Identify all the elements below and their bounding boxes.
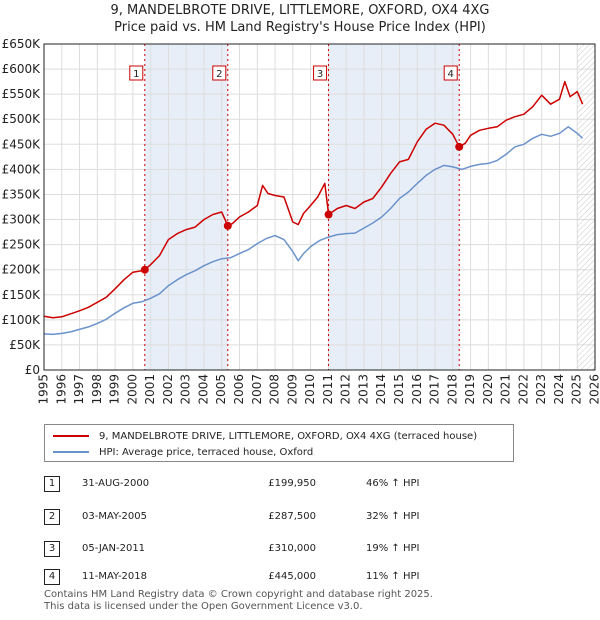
x-tick-label: 2016: [410, 374, 424, 405]
y-tick-label: £500K: [2, 112, 42, 126]
transaction-row: 2 03-MAY-2005 £287,500 32% ↑ HPI: [44, 505, 564, 529]
y-tick-label: £450K: [2, 137, 42, 151]
x-tick-label: 1997: [72, 374, 86, 405]
y-tick-label: £50K: [9, 338, 41, 352]
x-tick-label: 1998: [90, 374, 104, 405]
transaction-date: 05-JAN-2011: [82, 543, 146, 554]
plot-frame: [43, 43, 596, 371]
sale-marker-box: [129, 65, 144, 81]
transaction-date: 03-MAY-2005: [82, 511, 148, 522]
x-tick-label: 1995: [37, 374, 51, 405]
x-tick-label: 2006: [232, 374, 246, 405]
y-tick-label: £600K: [2, 62, 42, 76]
y-tick-label: £150K: [2, 288, 42, 302]
chart-legend: 9, MANDELBROTE DRIVE, LITTLEMORE, OXFORD…: [44, 424, 514, 462]
sale-point: [455, 142, 464, 151]
sale-point: [140, 265, 149, 274]
sale-point: [324, 210, 333, 219]
transaction-date: 11-MAY-2018: [82, 571, 148, 582]
x-tick-label: 2020: [481, 374, 495, 405]
y-tick-label: £250K: [2, 238, 42, 252]
transaction-row: 1 31-AUG-2000 £199,950 46% ↑ HPI: [44, 472, 564, 496]
y-tick-label: £350K: [2, 187, 42, 201]
y-tick-label: £100K: [2, 313, 42, 327]
x-tick-label: 2025: [570, 374, 584, 405]
legend-swatch-blue: [53, 451, 89, 453]
x-tick-label: 2014: [374, 374, 388, 405]
x-tick-label: 2017: [428, 374, 442, 405]
transaction-hpi: 19% ↑ HPI: [366, 543, 420, 554]
y-tick-label: £200K: [2, 263, 42, 277]
transaction-price: £310,000: [268, 543, 316, 554]
x-tick-label: 1996: [54, 374, 68, 405]
y-tick-label: £650K: [2, 37, 42, 51]
footer-copyright: Contains HM Land Registry data © Crown c…: [44, 589, 433, 600]
x-tick-label: 2021: [499, 374, 513, 405]
transaction-number: 4: [44, 569, 60, 585]
y-tick-label: £0: [25, 363, 40, 377]
legend-label-hpi: HPI: Average price, terraced house, Oxfo…: [99, 446, 314, 458]
sale-marker-label: 1: [133, 69, 139, 80]
x-tick-label: 2008: [268, 374, 282, 405]
sale-marker-box: [443, 65, 458, 81]
y-tick-label: £300K: [2, 213, 42, 227]
chart-subtitle: Price paid vs. HM Land Registry's House …: [114, 20, 486, 35]
x-tick-label: 2019: [463, 374, 477, 405]
x-tick-label: 2011: [321, 374, 335, 405]
x-tick-label: 2010: [303, 374, 317, 405]
x-tick-label: 2004: [196, 374, 210, 405]
price-chart: 9, MANDELBROTE DRIVE, LITTLEMORE, OXFORD…: [2, 3, 600, 405]
sale-point: [223, 221, 232, 230]
legend-item-hpi: HPI: Average price, terraced house, Oxfo…: [53, 444, 313, 460]
transaction-row: 3 05-JAN-2011 £310,000 19% ↑ HPI: [44, 537, 564, 561]
x-tick-label: 2000: [125, 374, 139, 405]
legend-swatch-red: [53, 435, 89, 437]
footer-licence: This data is licensed under the Open Gov…: [44, 601, 363, 612]
transaction-hpi: 46% ↑ HPI: [366, 478, 420, 489]
x-tick-label: 2018: [445, 374, 459, 405]
x-tick-label: 2005: [214, 374, 228, 405]
transaction-date: 31-AUG-2000: [82, 478, 150, 489]
x-tick-label: 2003: [179, 374, 193, 405]
ownership-period-band: [328, 44, 460, 370]
sale-marker-label: 4: [448, 69, 454, 80]
x-tick-label: 2012: [339, 374, 353, 405]
property-series-line: [43, 80, 584, 319]
transaction-row: 4 11-MAY-2018 £445,000 11% ↑ HPI: [44, 565, 564, 589]
chart-title: 9, MANDELBROTE DRIVE, LITTLEMORE, OXFORD…: [111, 3, 490, 18]
x-tick-label: 2009: [285, 374, 299, 405]
transaction-number: 2: [44, 509, 60, 525]
y-tick-label: £550K: [2, 87, 42, 101]
x-tick-label: 2022: [516, 374, 530, 405]
footer: Contains HM Land Registry data © Crown c…: [44, 589, 433, 613]
x-tick-label: 1999: [108, 374, 122, 405]
x-tick-label: 2002: [161, 374, 175, 405]
transaction-price: £287,500: [268, 511, 316, 522]
x-tick-label: 2026: [588, 374, 600, 405]
hpi-series-line: [43, 126, 584, 336]
x-tick-label: 2023: [534, 374, 548, 405]
transaction-price: £445,000: [268, 571, 316, 582]
sale-marker-box: [212, 65, 227, 81]
sale-marker-box: [313, 65, 328, 81]
transaction-number: 3: [44, 541, 60, 557]
legend-item-property: 9, MANDELBROTE DRIVE, LITTLEMORE, OXFORD…: [53, 428, 477, 444]
transaction-hpi: 11% ↑ HPI: [366, 571, 420, 582]
x-tick-label: 2013: [356, 374, 370, 405]
y-tick-label: £400K: [2, 162, 42, 176]
transaction-number: 1: [44, 476, 60, 492]
x-tick-label: 2007: [250, 374, 264, 405]
x-tick-label: 2024: [552, 374, 566, 405]
sale-marker-label: 2: [216, 69, 222, 80]
hatched-region: [577, 44, 595, 370]
transaction-price: £199,950: [268, 478, 316, 489]
sale-marker-label: 3: [317, 69, 323, 80]
legend-label-property: 9, MANDELBROTE DRIVE, LITTLEMORE, OXFORD…: [99, 430, 478, 442]
x-tick-label: 2001: [143, 374, 157, 405]
transaction-hpi: 32% ↑ HPI: [366, 511, 420, 522]
x-tick-label: 2015: [392, 374, 406, 405]
